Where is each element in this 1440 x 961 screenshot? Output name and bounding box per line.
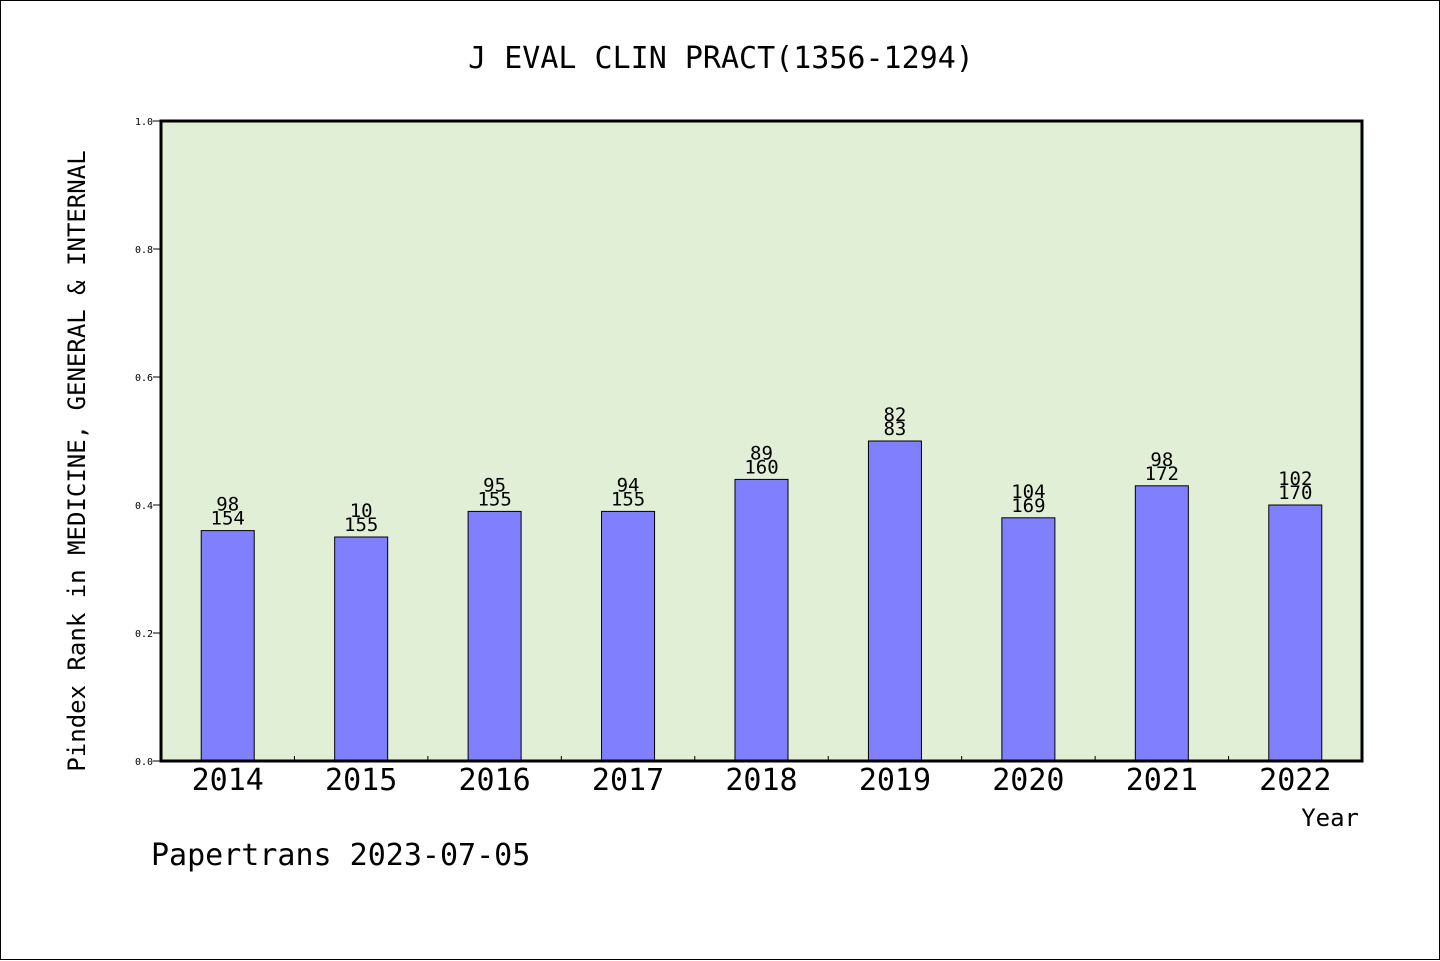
bar-2018 xyxy=(734,478,789,762)
y-tick-label: 0.2 xyxy=(135,629,153,640)
bar-total-label-2020: 169 xyxy=(1011,495,1045,517)
bar-rank-label-2019: 82 xyxy=(883,404,906,426)
x-tick-label-2016: 2016 xyxy=(458,763,530,798)
x-ticks-group: 2014 2015 2016 2017 2018 2019 2020 2021 2022 xyxy=(192,756,1331,798)
x-tick-label-2015: 2015 xyxy=(325,763,397,798)
x-tick-label-2019: 2019 xyxy=(859,763,931,798)
bar-2022 xyxy=(1268,504,1323,762)
bar-total-label-2022: 170 xyxy=(1278,482,1312,504)
y-tick-label: 0.8 xyxy=(135,245,153,256)
bar-total-label-2016: 155 xyxy=(477,488,511,510)
y-ticks-group: 0.0 0.2 0.4 0.6 0.8 1.0 xyxy=(135,117,161,768)
y-tick-label: 0.0 xyxy=(135,757,153,768)
bar-rank-label-2020: 104 xyxy=(1011,481,1045,503)
x-tick-label-2017: 2017 xyxy=(592,763,664,798)
bar-rank-label-2018: 89 xyxy=(750,442,773,464)
x-tick-label-2022: 2022 xyxy=(1259,763,1331,798)
chart-title: J EVAL CLIN PRACT(1356-1294) xyxy=(468,41,974,76)
bar-total-label-2014: 154 xyxy=(211,508,245,530)
bar-rank-label-2021: 98 xyxy=(1150,449,1173,471)
bar-rank-label-2017: 94 xyxy=(617,474,640,496)
bar-2014 xyxy=(200,530,255,762)
footer-watermark: Papertrans 2023-07-05 xyxy=(151,838,530,873)
y-tick-label: 1.0 xyxy=(135,117,153,128)
bar-2016 xyxy=(467,510,522,762)
bar-2019 xyxy=(867,440,922,762)
x-tick-label-2014: 2014 xyxy=(192,763,264,798)
bar-rank-label-2022: 102 xyxy=(1278,468,1312,490)
x-axis-label: Year xyxy=(1301,804,1359,832)
bar-total-label-2015: 155 xyxy=(344,514,378,536)
x-tick-label-2018: 2018 xyxy=(725,763,797,798)
bar-2015 xyxy=(334,536,389,762)
bar-2017 xyxy=(601,510,656,762)
bar-total-label-2019: 83 xyxy=(883,418,906,440)
x-tick-label-2021: 2021 xyxy=(1126,763,1198,798)
bar-rank-label-2014: 98 xyxy=(216,494,239,516)
bar-total-label-2017: 155 xyxy=(611,488,645,510)
bar-total-label-2018: 160 xyxy=(744,456,778,478)
bar-2020 xyxy=(1001,517,1056,762)
bar-total-label-2021: 172 xyxy=(1145,463,1179,485)
y-tick-label: 0.6 xyxy=(135,373,153,384)
bar-rank-label-2016: 95 xyxy=(483,474,506,496)
y-tick-label: 0.4 xyxy=(135,501,153,512)
bar-rank-label-2015: 10 xyxy=(350,500,373,522)
bar-2021 xyxy=(1134,485,1189,762)
y-axis-label: Pindex Rank in MEDICINE, GENERAL & INTER… xyxy=(63,150,91,771)
x-tick-label-2020: 2020 xyxy=(992,763,1064,798)
plot-border xyxy=(159,119,1364,763)
bars-group xyxy=(200,440,1323,762)
